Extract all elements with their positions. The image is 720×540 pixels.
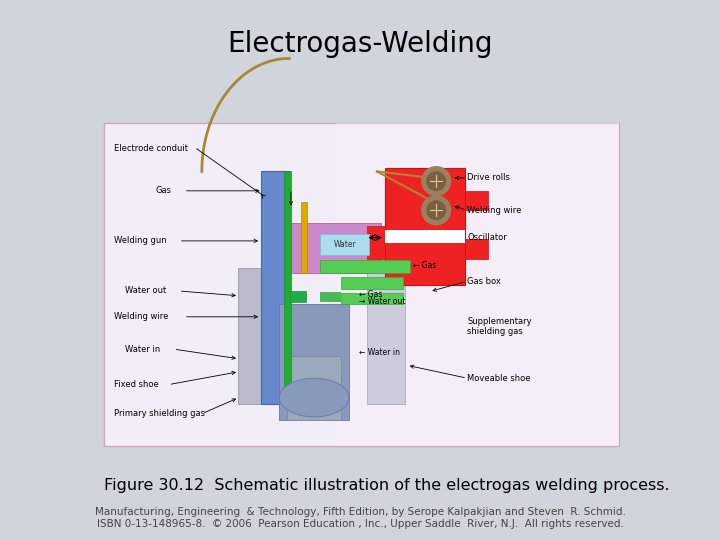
Text: Figure 30.12  Schematic illustration of the electrogas welding process.: Figure 30.12 Schematic illustration of t… [104,478,670,493]
Bar [320,234,369,255]
Text: ← Gas: ← Gas [413,261,436,270]
Text: Gas box: Gas box [467,277,501,286]
Bar [238,268,276,404]
Bar [341,293,402,304]
Bar [290,291,306,302]
Text: Electrode conduit: Electrode conduit [114,144,189,153]
Bar [384,168,464,285]
Bar [366,268,405,404]
Text: Supplementary
shielding gas: Supplementary shielding gas [467,317,531,336]
Circle shape [422,167,451,195]
Text: Welding wire: Welding wire [114,312,168,321]
Text: Primary shielding gas: Primary shielding gas [114,409,205,418]
Bar [336,123,619,446]
Circle shape [427,172,446,191]
Bar [287,355,341,420]
Bar [284,172,291,404]
Bar [320,292,340,301]
Text: Moveable shoe: Moveable shoe [467,374,531,383]
Text: Fixed shoe: Fixed shoe [114,380,159,389]
Bar [384,230,464,242]
Bar [341,277,402,289]
Bar [291,223,381,273]
Text: ← Water in: ← Water in [359,348,400,357]
Text: Manufacturing, Engineering  & Technology, Fifth Edition, by Serope Kalpakjian an: Manufacturing, Engineering & Technology,… [94,507,626,517]
Circle shape [422,196,451,225]
Bar [320,260,410,273]
Bar [301,202,307,273]
Text: Water out: Water out [125,286,166,295]
Text: Water: Water [333,240,356,249]
Bar [366,226,384,259]
FancyBboxPatch shape [104,123,619,446]
Text: → Water out: → Water out [359,297,405,306]
Ellipse shape [279,378,349,417]
Text: Welding gun: Welding gun [114,237,167,245]
Text: Gas: Gas [156,186,171,195]
Text: Welding wire: Welding wire [467,206,521,215]
Circle shape [427,201,446,219]
Text: ← Gas: ← Gas [359,291,382,299]
Bar [464,191,487,210]
Bar [261,172,289,404]
Text: Electrogas-Welding: Electrogas-Welding [228,30,492,58]
Bar [464,239,487,259]
Text: Drive rolls: Drive rolls [467,173,510,183]
Text: Oscillator: Oscillator [467,233,507,242]
Text: Water in: Water in [125,345,160,354]
Bar [279,304,348,420]
Text: ISBN 0-13-148965-8.  © 2006  Pearson Education , Inc., Upper Saddle  River, N.J.: ISBN 0-13-148965-8. © 2006 Pearson Educa… [96,519,624,529]
